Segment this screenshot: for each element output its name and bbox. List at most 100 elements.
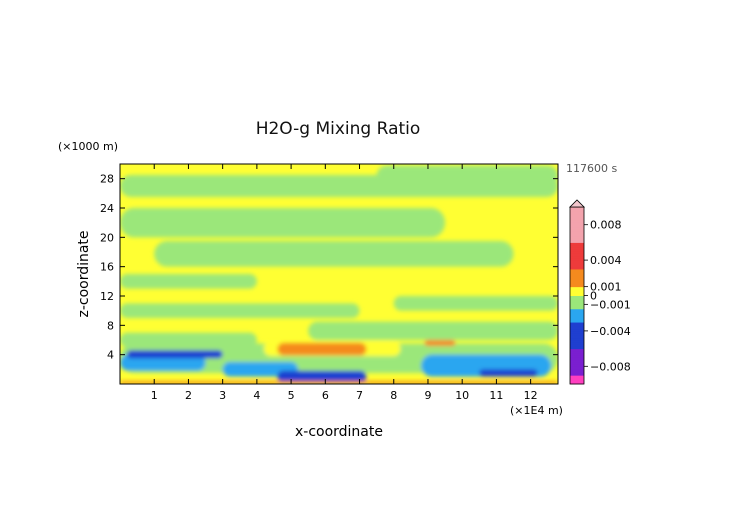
heatmap-region — [376, 165, 558, 186]
colorbar-segment — [570, 244, 584, 248]
colorbar-segment — [570, 282, 584, 285]
colorbar-segment — [570, 330, 584, 334]
y-tick-label: 16 — [100, 261, 114, 274]
colorbar-tick-label: 0.004 — [590, 254, 622, 267]
colorbar-segment — [570, 268, 584, 272]
colorbar-segment — [570, 339, 584, 343]
colorbar-segment — [570, 213, 584, 217]
colorbar-segment — [570, 328, 584, 332]
heatmap-region — [277, 342, 367, 356]
heatmap-region — [479, 369, 538, 377]
colorbar-extend-arrow — [569, 199, 585, 208]
colorbar-segment — [570, 277, 584, 281]
colorbar-segment — [570, 295, 584, 299]
x-axis-ticks: 1 2 3 4 5 6 7 8 9 10 11 12 — [151, 164, 538, 402]
x-tick-label: 4 — [253, 389, 260, 402]
colorbar-segment — [570, 368, 584, 372]
colorbar-segment — [570, 315, 584, 319]
colorbar-segment — [570, 304, 584, 308]
heatmap-region — [277, 370, 367, 383]
colorbar-segment — [570, 377, 584, 381]
y-tick-label: 20 — [100, 231, 114, 244]
colorbar-segment — [570, 251, 584, 254]
colorbar-segment — [570, 302, 584, 305]
colorbar-segment — [570, 337, 584, 341]
heatmap-region — [424, 340, 456, 346]
colorbar-segment — [570, 257, 584, 261]
heatmap-region — [120, 274, 257, 289]
colorbar-tick-label: 0.008 — [590, 219, 622, 232]
heatmap-region — [393, 296, 558, 311]
colorbar-segment — [570, 209, 584, 212]
x-tick-label: 11 — [489, 389, 503, 402]
y-tick-label: 4 — [107, 349, 114, 362]
y-tick-label: 12 — [100, 290, 114, 303]
colorbar-segment — [570, 273, 584, 277]
heatmap-region — [126, 350, 223, 359]
x-tick-label: 1 — [151, 389, 158, 402]
colorbar-segment — [570, 355, 584, 358]
colorbar-segment — [570, 240, 584, 243]
x-tick-label: 5 — [288, 389, 295, 402]
colorbar-tick-label: 0.001 — [590, 281, 622, 294]
colorbar-segment — [570, 381, 584, 385]
x-tick-label: 12 — [524, 389, 538, 402]
colorbar-segment — [570, 211, 584, 215]
colorbar-tick-label: −0.001 — [590, 298, 631, 311]
colorbar-segment — [570, 348, 584, 352]
colorbar-segment — [570, 220, 584, 223]
colorbar-segment — [570, 253, 584, 257]
heatmap-region — [120, 303, 360, 318]
colorbar-segment — [570, 308, 584, 312]
colorbar-segment — [570, 284, 584, 288]
colorbar-segment — [570, 266, 584, 270]
colorbar-segment — [570, 222, 584, 226]
colorbar-segment — [570, 306, 584, 310]
colorbar-segment — [570, 271, 584, 274]
y-tick-label: 8 — [107, 319, 114, 332]
colorbar-segment — [570, 324, 584, 327]
heatmap-plot-area — [120, 164, 558, 384]
colorbar-segment — [570, 379, 584, 383]
colorbar-segment — [570, 262, 584, 266]
colorbar-segment — [570, 372, 584, 376]
colorbar-segment — [570, 344, 584, 347]
colorbar-segment — [570, 293, 584, 296]
colorbar-tick-label: −0.008 — [590, 360, 631, 373]
colorbar-segment — [570, 288, 584, 292]
colorbar-segment — [570, 353, 584, 356]
colorbar-segment — [570, 317, 584, 321]
colorbar-segment — [570, 215, 584, 219]
colorbar-segment — [570, 366, 584, 370]
heatmap-region — [154, 241, 514, 267]
colorbar-segment — [570, 264, 584, 268]
time-label: 117600 s — [566, 162, 617, 175]
colorbar-segment — [570, 313, 584, 316]
y-tick-label: 28 — [100, 173, 114, 186]
colorbar-segment — [570, 299, 584, 303]
colorbar-segment — [570, 359, 584, 363]
heatmap-region — [120, 354, 206, 371]
colorbar-segment — [570, 341, 584, 345]
colorbar-segment — [570, 242, 584, 246]
chart-title: H2O-g Mixing Ratio — [256, 119, 421, 139]
colorbar-segment — [570, 310, 584, 314]
colorbar-segment — [570, 229, 584, 232]
x-tick-label: 3 — [219, 389, 226, 402]
colorbar-segment — [570, 231, 584, 235]
colorbar-segment — [570, 370, 584, 374]
colorbar-segment — [570, 333, 584, 336]
plot-frame — [119, 163, 559, 385]
colorbar-segment — [570, 255, 584, 259]
y-tick-label: 24 — [100, 202, 114, 215]
heatmap-region — [308, 321, 558, 340]
y-axis-ticks: 4 8 12 16 20 24 28 — [100, 173, 558, 362]
colorbar-segment — [570, 346, 584, 350]
colorbar-segment — [570, 291, 584, 294]
colorbar-segment — [570, 297, 584, 301]
colorbar-segment — [570, 226, 584, 230]
x-tick-label: 10 — [455, 389, 469, 402]
y-axis-label: z-coordinate — [76, 230, 92, 317]
